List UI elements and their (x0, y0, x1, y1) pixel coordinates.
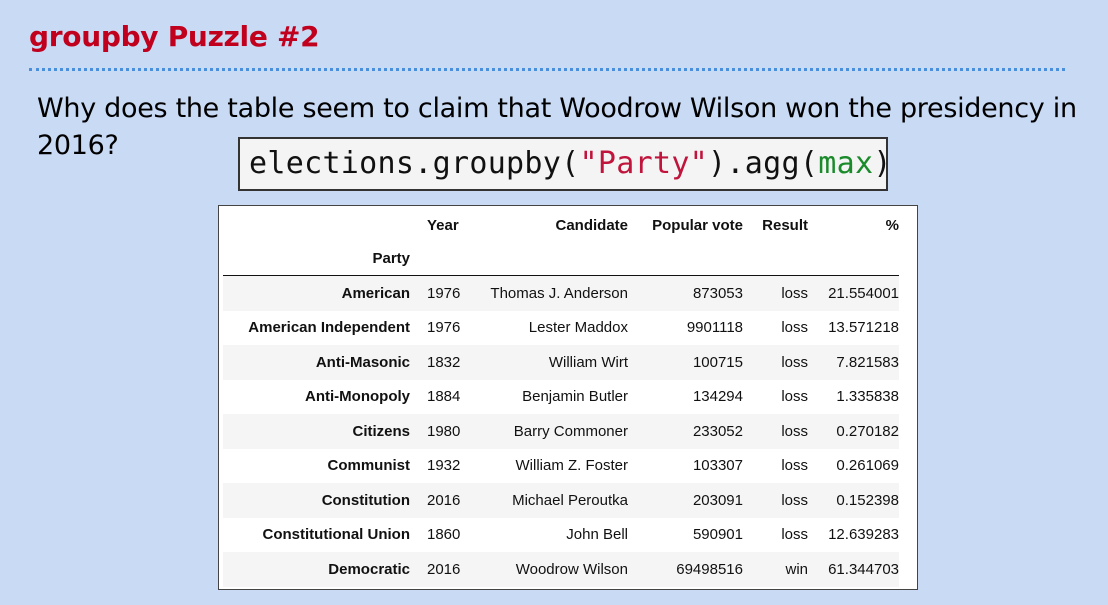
popular-vote-cell: 590901 (692, 526, 743, 544)
candidate-cell: Benjamin Butler (522, 388, 628, 406)
title-divider (29, 68, 1065, 71)
result-cell: loss (781, 457, 808, 475)
table-row: Citizens 1980 Barry Commoner 233052 loss 0.27… (223, 414, 899, 449)
column-header: Candidate (555, 217, 628, 234)
result-cell: win (785, 560, 808, 578)
column-header: Popular vote (652, 217, 743, 234)
code-func: max (818, 146, 874, 181)
index-cell: Anti-Masonic (315, 353, 410, 371)
index-cell: Communist (327, 457, 411, 475)
result-cell: loss (781, 388, 808, 406)
percent-cell: 13.571218 (828, 319, 899, 337)
question-text: Why does the table seem to claim that Wo… (37, 93, 1077, 161)
year-cell: 1884 (427, 388, 461, 406)
year-cell: 1976 (427, 284, 461, 302)
column-header: Result (762, 217, 808, 234)
year-cell: 1932 (427, 457, 461, 475)
candidate-cell: John Bell (566, 526, 628, 544)
code-prefix: elections.groupby( (249, 146, 580, 181)
candidate-cell: Thomas J. Anderson (490, 284, 628, 302)
year-cell: 2016 (427, 560, 461, 578)
index-cell: Democratic (328, 560, 410, 578)
table-row: Anti-Monopoly 1884 Benjamin Butler 134294 lo… (223, 380, 899, 415)
popular-vote-cell: 69498516 (676, 560, 743, 578)
candidate-cell: Woodrow Wilson (515, 560, 628, 578)
index-cell: Constitution (321, 491, 410, 509)
percent-cell: 0.270182 (836, 422, 899, 440)
result-cell: loss (781, 526, 808, 544)
percent-cell: 21.554001 (828, 284, 899, 302)
slide-title: groupby Puzzle #2 (29, 20, 320, 53)
code-string-arg: "Party" (579, 146, 709, 181)
year-cell: 2016 (427, 491, 461, 509)
candidate-cell: Lester Maddox (528, 319, 628, 337)
candidate-cell: Barry Commoner (513, 422, 628, 440)
result-cell: loss (781, 319, 808, 337)
year-cell: 1976 (427, 319, 461, 337)
index-cell: American Independent (248, 319, 410, 337)
table-row: Constitution 2016 Michael Peroutka 203091 lo… (223, 483, 899, 518)
table-row: Anti-Masonic 1832 William Wirt 100715 loss 7.… (223, 345, 899, 380)
percent-cell: 0.152398 (836, 491, 899, 509)
column-header: Year (427, 217, 459, 234)
result-cell: loss (781, 284, 808, 302)
index-cell: Constitutional Union (262, 526, 410, 544)
table-row: American 1976 Thomas J. Anderson 873053 loss… (223, 275, 899, 311)
year-cell: 1980 (427, 422, 461, 440)
candidate-cell: William Wirt (548, 353, 628, 371)
table-row: Democratic 2016 Woodrow Wilson 69498516 win 6… (223, 552, 899, 587)
code-snippet: elections.groupby("Party").agg(max) (238, 137, 892, 191)
dataframe-table: Year Candidate Popular vote Result % Par… (223, 210, 899, 587)
year-cell: 1860 (427, 526, 461, 544)
percent-cell: 1.335838 (836, 388, 899, 406)
header-blank (223, 210, 410, 241)
percent-cell: 7.821583 (836, 353, 899, 371)
popular-vote-cell: 103307 (692, 457, 743, 475)
candidate-cell: William Z. Foster (515, 457, 629, 475)
dataframe-output: Year Candidate Popular vote Result % Par… (218, 205, 918, 590)
popular-vote-cell: 233052 (692, 422, 743, 440)
result-cell: loss (781, 422, 808, 440)
table-row: Constitutional Union 1860 John Bell 590901 l… (223, 518, 899, 553)
table-row: American Independent 1976 Lester Maddox 990… (223, 311, 899, 346)
code-suffix: ) (873, 146, 892, 181)
popular-vote-cell: 203091 (692, 491, 743, 509)
percent-cell: 0.261069 (836, 457, 899, 475)
popular-vote-cell: 100715 (692, 353, 743, 371)
index-cell: Anti-Monopoly (305, 388, 410, 406)
result-cell: loss (781, 491, 808, 509)
popular-vote-cell: 873053 (692, 284, 743, 302)
index-name: Party (223, 241, 410, 276)
index-cell: American (341, 284, 410, 302)
column-header-row: Year Candidate Popular vote Result % (223, 210, 899, 241)
candidate-cell: Michael Peroutka (512, 491, 628, 509)
index-name-row: Party (223, 241, 899, 276)
year-cell: 1832 (427, 353, 461, 371)
popular-vote-cell: 9901118 (686, 319, 743, 337)
index-cell: Citizens (352, 422, 410, 440)
percent-cell: 12.639283 (828, 526, 899, 544)
code-middle: ).agg( (708, 146, 819, 181)
result-cell: loss (781, 353, 808, 371)
column-header: % (885, 217, 899, 234)
popular-vote-cell: 134294 (692, 388, 743, 406)
table-row: Communist 1932 William Z. Foster 103307 loss… (223, 449, 900, 484)
percent-cell: 61.344703 (828, 560, 899, 578)
